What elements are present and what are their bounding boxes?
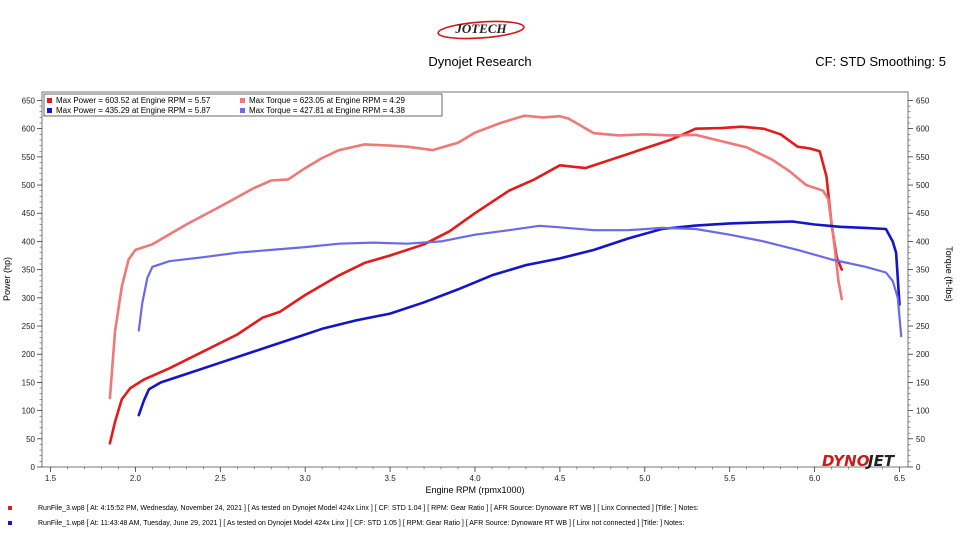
jotech-logo: JOTECH: [437, 20, 525, 40]
legend: Max Power = 603.52 at Engine RPM = 5.57 M…: [43, 93, 443, 117]
x-axis: 1.5 2.0 2.5 3.0 3.5 4.0 4.5 5.0 5.5 6.0 6.5: [45, 467, 906, 483]
legend-entry-4: Max Torque = 427.81 at Engine RPM = 4.38: [249, 106, 406, 115]
y-tick-label-left: 600: [22, 125, 36, 134]
legend-swatch-2: [240, 98, 245, 103]
dyno-chart: 1.5 2.0 2.5 3.0 3.5 4.0 4.5 5.0 5.5 6.0 6.5 0 50 100…: [2, 91, 954, 495]
series-line-3: [137, 220, 901, 417]
x-tick-label: 5.5: [724, 474, 736, 483]
cf-smoothing-label: CF: STD Smoothing: 5: [815, 54, 946, 69]
series-lines: [108, 114, 903, 445]
x-tick-label: 2.5: [215, 474, 227, 483]
y-tick-label-right: 600: [916, 125, 930, 134]
y-tick-label-right: 0: [916, 463, 921, 472]
y-axis-label-left: Power (hp): [2, 257, 12, 301]
footer-run2-text: RunFile_1.wp8 [ At: 11:43:48 AM, Tuesday…: [38, 520, 685, 527]
chart-title: Dynojet Research: [428, 54, 532, 69]
y-tick-label-left: 650: [22, 96, 36, 105]
logo-text: JOTECH: [454, 21, 507, 36]
legend-swatch-4: [240, 108, 245, 113]
y-tick-label-right: 650: [916, 96, 930, 105]
x-tick-label: 6.5: [894, 474, 906, 483]
y-axis-left: 0 50 100 150 200 250 300 350 400 450 500 550 600 650: [22, 96, 42, 472]
y-tick-label-right: 400: [916, 237, 930, 246]
y-tick-label-left: 550: [22, 153, 36, 162]
x-tick-label: 4.0: [469, 474, 481, 483]
series-line-2: [108, 114, 844, 400]
dynojet-watermark: DYNO JET: [822, 452, 896, 470]
dynojet-brand-left: DYNO: [822, 452, 870, 470]
y-tick-label-left: 450: [22, 209, 36, 218]
dynojet-brand-right: JET: [865, 452, 896, 470]
legend-entry-2: Max Torque = 623.05 at Engine RPM = 4.29: [249, 96, 406, 105]
y-tick-label-left: 200: [22, 350, 36, 359]
legend-swatch-1: [47, 98, 52, 103]
y-tick-label-right: 550: [916, 153, 930, 162]
legend-swatch-3: [47, 108, 52, 113]
y-tick-label-left: 50: [26, 435, 35, 444]
y-tick-label-left: 350: [22, 266, 36, 275]
y-tick-label-left: 250: [22, 322, 36, 331]
y-tick-label-right: 50: [916, 435, 925, 444]
y-axis-label-right: Torque (ft-lbs): [944, 246, 954, 302]
legend-box: [43, 93, 443, 117]
x-tick-label: 4.5: [554, 474, 566, 483]
footer-run2: RunFile_1.wp8 [ At: 11:43:48 AM, Tuesday…: [8, 520, 684, 527]
y-tick-label-left: 0: [31, 463, 36, 472]
y-tick-label-left: 400: [22, 237, 36, 246]
y-tick-label-left: 150: [22, 378, 36, 387]
y-tick-label-right: 500: [916, 181, 930, 190]
series-line-4: [137, 224, 903, 338]
x-tick-label: 5.0: [639, 474, 651, 483]
x-tick-label: 6.0: [809, 474, 821, 483]
y-tick-label-left: 300: [22, 294, 36, 303]
y-tick-label-right: 350: [916, 266, 930, 275]
x-tick-label: 3.0: [300, 474, 312, 483]
run1-color-swatch: [8, 506, 12, 511]
y-tick-label-right: 200: [916, 350, 930, 359]
x-axis-label: Engine RPM (rpmx1000): [425, 485, 524, 495]
x-tick-label: 3.5: [385, 474, 397, 483]
y-tick-label-right: 100: [916, 407, 930, 416]
y-tick-label-right: 300: [916, 294, 930, 303]
y-tick-label-right: 450: [916, 209, 930, 218]
y-tick-label-left: 100: [22, 407, 36, 416]
x-tick-label: 2.0: [130, 474, 142, 483]
plot-border: [41, 91, 909, 468]
plot-frame: [41, 91, 909, 468]
y-tick-label-left: 500: [22, 181, 36, 190]
legend-entry-3: Max Power = 435.29 at Engine RPM = 5.87: [56, 106, 211, 115]
y-axis-right: 0 50 100 150 200 250 300 350 400 450 500 550 600 650: [908, 96, 930, 472]
y-tick-label-right: 250: [916, 322, 930, 331]
y-tick-label-right: 150: [916, 378, 930, 387]
footer-run1-text: RunFile_3.wp8 [ At: 4:15:52 PM, Wednesda…: [38, 505, 699, 512]
x-tick-label: 1.5: [45, 474, 57, 483]
footer-run1: RunFile_3.wp8 [ At: 4:15:52 PM, Wednesda…: [8, 505, 699, 512]
legend-entry-1: Max Power = 603.52 at Engine RPM = 5.57: [56, 96, 211, 105]
series-line-1: [108, 125, 844, 445]
run2-color-swatch: [8, 521, 12, 526]
